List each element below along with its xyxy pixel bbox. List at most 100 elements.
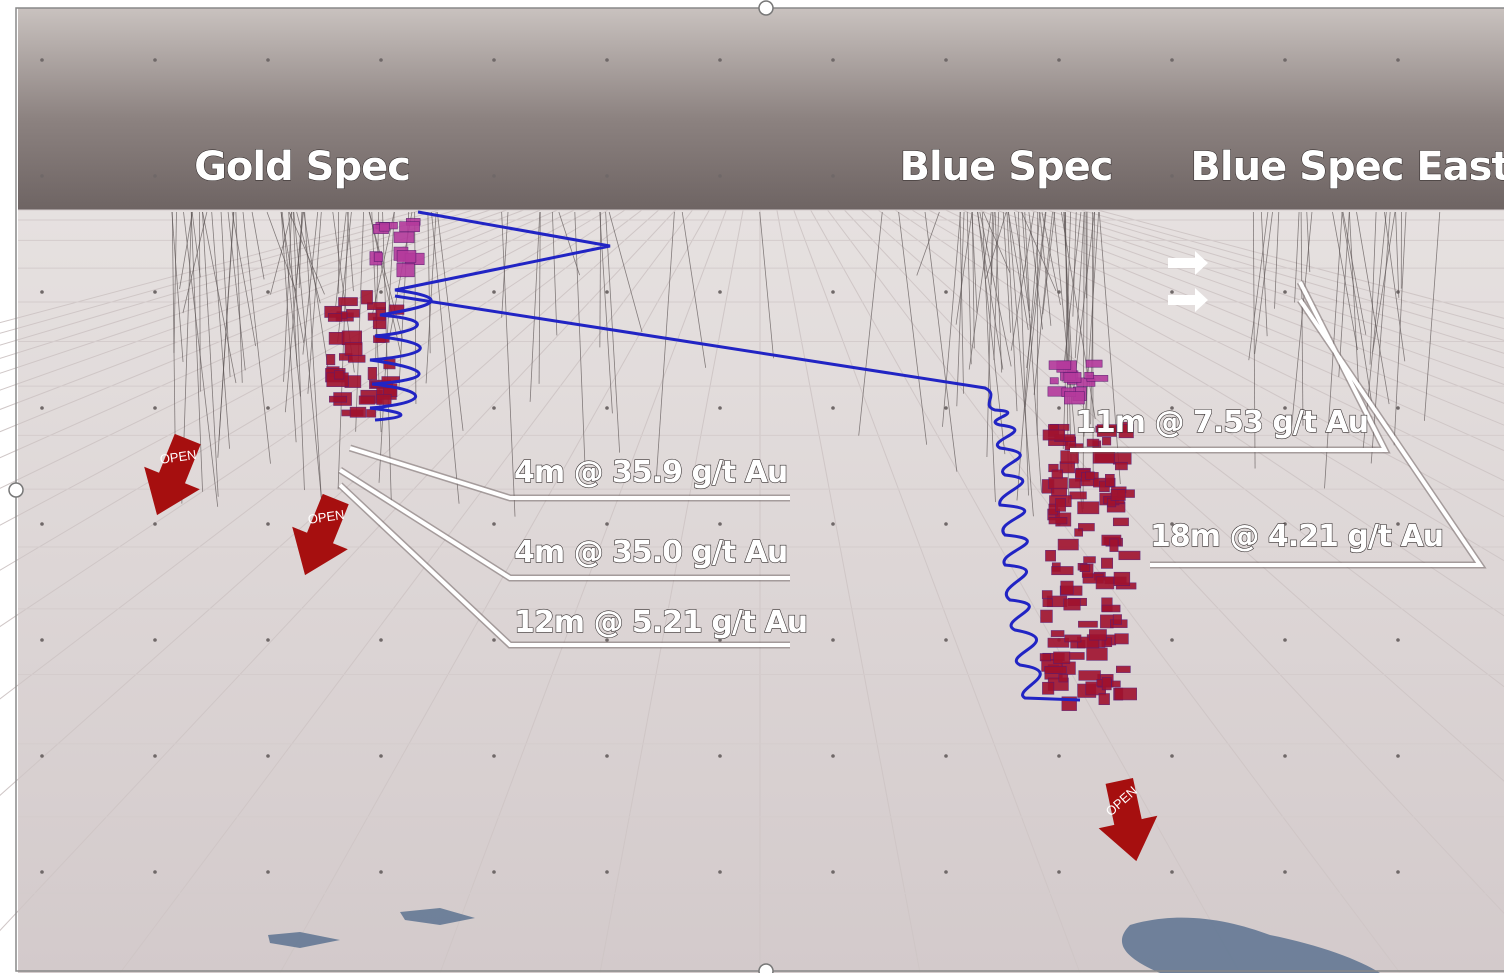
ore-block	[1085, 359, 1103, 368]
ore-block	[1118, 550, 1141, 561]
ore-block	[1051, 469, 1063, 479]
ore-block	[1050, 630, 1065, 637]
annotations: Gold Spec Blue Spec Blue Spec East 4m @ …	[194, 144, 1504, 649]
grid-dot	[605, 290, 609, 294]
grid-dot	[1170, 870, 1174, 874]
grid-line	[776, 209, 921, 973]
drill-hole	[337, 211, 349, 490]
ore-block	[367, 367, 377, 380]
drill-hole	[501, 211, 516, 517]
drill-hole	[296, 211, 321, 304]
grid-dot	[492, 174, 496, 178]
grid-dot	[718, 522, 722, 526]
grid-dot	[492, 290, 496, 294]
drill-hole	[1098, 211, 1121, 485]
drill-hole	[1384, 211, 1406, 362]
grid-dot	[1396, 174, 1400, 178]
ore-block	[1079, 563, 1091, 573]
grid-dot	[718, 638, 722, 642]
ore-block	[1084, 372, 1094, 380]
grid-dot	[944, 870, 948, 874]
grid-line	[0, 209, 474, 359]
ore-block	[1069, 478, 1082, 489]
drill-hole	[307, 211, 322, 394]
top-band	[18, 8, 1504, 210]
grid-dot	[492, 638, 496, 642]
ore-block	[1044, 665, 1067, 674]
grid-dot	[266, 290, 270, 294]
grid-dot	[831, 754, 835, 758]
ore-block	[366, 409, 377, 418]
ore-block	[1113, 571, 1131, 586]
drill-hole	[558, 211, 581, 276]
drill-hole	[227, 211, 246, 371]
grid-line	[793, 209, 1081, 973]
intercept-label: 12m @ 5.21 g/t Au	[514, 605, 807, 640]
drill-hole	[179, 211, 193, 290]
ore-block	[338, 297, 358, 307]
drill-hole	[1007, 211, 1029, 331]
grid-line	[894, 209, 1504, 617]
drill-hole	[1006, 211, 1018, 412]
grid-dot	[40, 754, 44, 758]
grid-line	[279, 209, 710, 973]
grid-dot	[944, 522, 948, 526]
arrow-shape	[292, 493, 349, 576]
ore-block	[1083, 556, 1096, 564]
drill-hole	[304, 211, 322, 499]
ore-block	[344, 342, 363, 356]
drill-hole	[1024, 211, 1031, 312]
direction-arrows	[1168, 251, 1208, 312]
grid-dot	[379, 58, 383, 62]
grid-dot	[266, 638, 270, 642]
drill-hole	[968, 211, 992, 370]
grid-dot	[605, 870, 609, 874]
drill-hole	[431, 211, 460, 504]
drill-hole	[608, 211, 643, 333]
ore-block	[1102, 436, 1112, 446]
drill-hole	[1254, 211, 1273, 355]
grid-dot	[266, 870, 270, 874]
leader-lines	[338, 281, 1484, 647]
drill-hole	[292, 211, 305, 491]
drill-hole	[1248, 211, 1269, 361]
drill-hole	[211, 211, 230, 449]
drill-hole	[355, 211, 364, 432]
grid-dot	[1057, 754, 1061, 758]
drill-hole	[1369, 211, 1377, 365]
grid-dot	[1283, 406, 1287, 410]
drill-hole	[759, 211, 774, 359]
grid-line	[599, 209, 744, 973]
arrow-shape	[1098, 778, 1158, 862]
drill-hole	[993, 211, 1000, 361]
arrow-shape	[144, 433, 201, 516]
grid-dot	[718, 58, 722, 62]
grid-dot	[1396, 522, 1400, 526]
ore-block	[1051, 566, 1074, 576]
drill-hole	[1082, 211, 1085, 509]
drill-hole	[1008, 211, 1034, 517]
ore-block	[1110, 489, 1126, 501]
ore-block	[361, 290, 373, 305]
grid-dot	[944, 58, 948, 62]
grid-line	[0, 209, 676, 932]
drill-hole	[173, 211, 177, 353]
drill-hole	[858, 211, 883, 436]
drill-hole	[966, 211, 972, 365]
grid-dot	[1396, 754, 1400, 758]
grid-line	[860, 209, 1504, 782]
open-arrow: OPEN	[1098, 778, 1158, 862]
ore-block	[367, 302, 386, 310]
ore-block	[1098, 693, 1110, 706]
drill-hole	[1010, 211, 1035, 351]
grid-dot	[605, 174, 609, 178]
drill-hole	[924, 211, 958, 472]
drill-hole	[242, 211, 271, 464]
drill-hole	[994, 211, 1003, 373]
drill-hole	[1033, 211, 1053, 395]
grid-line	[827, 209, 1401, 973]
drill-hole	[599, 211, 602, 348]
drill-hole	[1274, 211, 1280, 309]
ore-block	[373, 252, 383, 262]
